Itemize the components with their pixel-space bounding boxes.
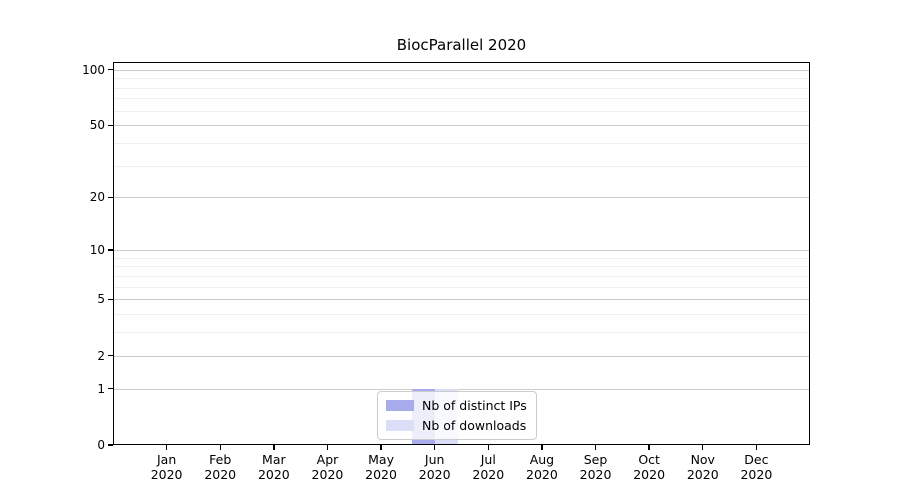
x-axis-label-oct: Oct 2020 bbox=[633, 452, 666, 482]
gridline-minor-40 bbox=[113, 142, 810, 144]
gridline-major-2 bbox=[113, 355, 810, 357]
legend-label-downloads: Nb of downloads bbox=[422, 418, 527, 433]
x-axis-tick-oct bbox=[648, 445, 650, 450]
y-axis-label-50: 50 bbox=[89, 118, 105, 133]
legend-item-distinct-ips: Nb of distinct IPs bbox=[386, 398, 527, 413]
x-axis-tick-dec bbox=[755, 445, 758, 450]
x-axis-label-jan: Jan 2020 bbox=[150, 452, 183, 482]
gridline-minor-7 bbox=[113, 275, 810, 277]
x-axis-label-apr: Apr 2020 bbox=[311, 452, 344, 482]
gridline-minor-90 bbox=[113, 78, 810, 80]
gridline-minor-60 bbox=[113, 110, 810, 112]
gridline-major-1 bbox=[113, 388, 810, 390]
x-axis-tick-may bbox=[380, 445, 382, 450]
x-axis-tick-jan bbox=[165, 445, 168, 450]
legend-item-downloads: Nb of downloads bbox=[386, 418, 527, 433]
legend-label-distinct-ips: Nb of distinct IPs bbox=[422, 398, 527, 413]
x-axis-label-may: May 2020 bbox=[365, 452, 397, 482]
plot-border bbox=[113, 62, 810, 445]
gridline-minor-9 bbox=[113, 257, 810, 259]
y-axis-label-20: 20 bbox=[89, 190, 105, 205]
x-axis-tick-mar bbox=[273, 445, 275, 450]
gridline-major-10 bbox=[113, 249, 810, 251]
gridline-minor-30 bbox=[113, 165, 810, 167]
x-axis-label-jun: Jun 2020 bbox=[418, 452, 451, 482]
y-axis-label-2: 2 bbox=[97, 348, 105, 363]
x-axis-tick-sep bbox=[594, 445, 597, 450]
y-axis-tick-20 bbox=[108, 196, 113, 199]
y-axis-tick-50 bbox=[108, 124, 113, 126]
gridline-minor-6 bbox=[113, 286, 810, 288]
x-axis-label-feb: Feb 2020 bbox=[204, 452, 237, 482]
legend: Nb of distinct IPs Nb of downloads bbox=[377, 391, 537, 440]
y-axis-label-5: 5 bbox=[97, 292, 105, 307]
chart-title: BiocParallel 2020 bbox=[396, 36, 527, 54]
y-axis-tick-1 bbox=[108, 387, 113, 390]
x-axis-tick-jun bbox=[433, 445, 436, 450]
gridline-minor-80 bbox=[113, 87, 810, 89]
y-axis-tick-0 bbox=[108, 444, 113, 446]
x-axis-label-nov: Nov 2020 bbox=[686, 452, 719, 482]
x-axis-tick-aug bbox=[541, 445, 543, 450]
gridline-major-20 bbox=[113, 197, 810, 199]
y-axis-tick-2 bbox=[108, 354, 113, 357]
y-axis-tick-10 bbox=[108, 249, 113, 251]
y-axis-tick-100 bbox=[108, 68, 113, 71]
gridline-major-100 bbox=[113, 69, 810, 71]
y-axis-label-1: 1 bbox=[97, 381, 105, 396]
legend-swatch-distinct-ips-icon bbox=[386, 400, 414, 411]
y-axis-label-0: 0 bbox=[97, 438, 105, 452]
gridline-minor-3 bbox=[113, 332, 810, 334]
gridline-minor-70 bbox=[113, 98, 810, 100]
gridline-major-50 bbox=[113, 125, 810, 127]
x-axis-tick-jul bbox=[487, 445, 489, 450]
gridline-minor-8 bbox=[113, 266, 810, 268]
x-axis-tick-nov bbox=[702, 445, 704, 450]
x-axis-label-sep: Sep 2020 bbox=[579, 452, 612, 482]
gridline-major-5 bbox=[113, 299, 810, 301]
y-axis-label-10: 10 bbox=[89, 242, 105, 257]
x-axis-label-mar: Mar 2020 bbox=[257, 452, 290, 482]
x-axis-tick-apr bbox=[326, 445, 329, 450]
x-axis-label-dec: Dec 2020 bbox=[740, 452, 773, 482]
y-axis-tick-5 bbox=[108, 298, 113, 300]
gridline-minor-4 bbox=[113, 314, 810, 316]
x-axis-label-aug: Aug 2020 bbox=[526, 452, 558, 482]
x-axis-label-jul: Jul 2020 bbox=[472, 452, 505, 482]
x-axis-tick-feb bbox=[219, 445, 221, 450]
legend-swatch-downloads-icon bbox=[386, 420, 414, 431]
plot-area: Nb of distinct IPs Nb of downloads bbox=[113, 62, 810, 445]
y-axis-label-100: 100 bbox=[82, 62, 105, 77]
